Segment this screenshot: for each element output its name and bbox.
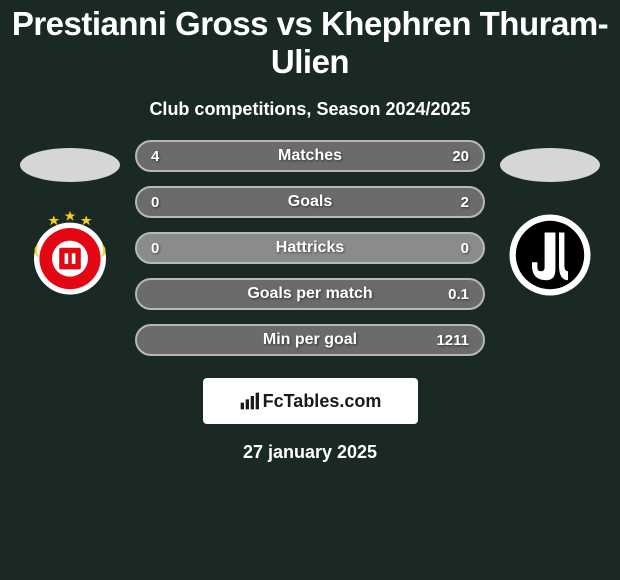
stat-left-value: 0 <box>151 194 159 211</box>
stat-right-value: 2 <box>461 194 469 211</box>
stat-left-value: 4 <box>151 148 159 165</box>
stat-left-value: 0 <box>151 240 159 257</box>
stat-right-value: 0 <box>461 240 469 257</box>
page-title: Prestianni Gross vs Khephren Thuram-Ulie… <box>0 0 620 81</box>
stat-right-value: 1211 <box>436 332 469 349</box>
stat-right-value: 0.1 <box>448 286 469 303</box>
date-label: 27 january 2025 <box>0 442 620 463</box>
comparison-row: 4 Matches 20 0 Goals 2 0 Hattricks 0 Goa… <box>0 140 620 356</box>
watermark: FcTables.com <box>203 378 418 424</box>
stat-right-value: 20 <box>452 148 469 165</box>
stat-fill-left <box>137 142 195 170</box>
stat-label: Matches <box>278 147 342 165</box>
stat-bar-goals-per-match: Goals per match 0.1 <box>135 278 485 310</box>
watermark-text: FcTables.com <box>263 391 382 412</box>
right-player-silhouette <box>500 148 600 182</box>
stat-bar-hattricks: 0 Hattricks 0 <box>135 232 485 264</box>
stat-label: Goals <box>288 193 332 211</box>
juventus-badge-icon <box>505 210 595 300</box>
stat-bar-min-per-goal: Min per goal 1211 <box>135 324 485 356</box>
stat-label: Min per goal <box>263 331 357 349</box>
stat-label: Goals per match <box>247 285 372 303</box>
left-club-badge <box>25 210 115 300</box>
stat-bar-matches: 4 Matches 20 <box>135 140 485 172</box>
stat-label: Hattricks <box>276 239 344 257</box>
right-club-badge <box>505 210 595 300</box>
bar-chart-icon <box>239 391 259 411</box>
left-player-column <box>15 140 125 300</box>
right-player-column <box>495 140 605 300</box>
benfica-badge-icon <box>25 210 115 300</box>
stat-bar-goals: 0 Goals 2 <box>135 186 485 218</box>
subtitle: Club competitions, Season 2024/2025 <box>0 99 620 120</box>
left-player-silhouette <box>20 148 120 182</box>
stats-bars: 4 Matches 20 0 Goals 2 0 Hattricks 0 Goa… <box>135 140 485 356</box>
